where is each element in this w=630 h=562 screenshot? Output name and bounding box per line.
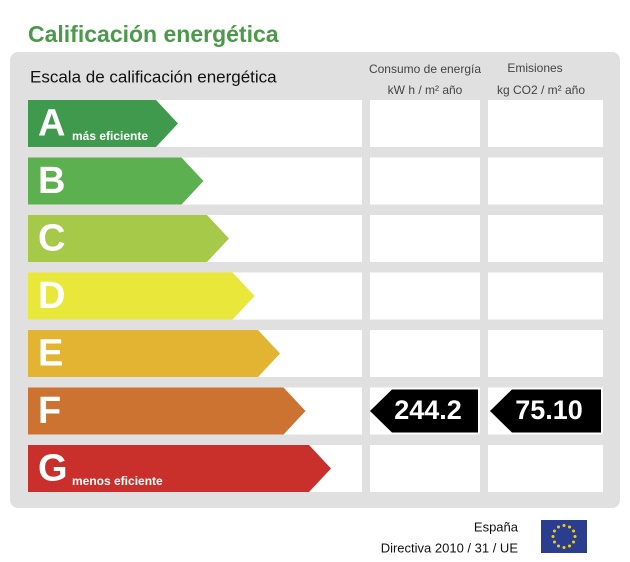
star xyxy=(551,535,555,538)
cell xyxy=(370,445,480,492)
title: Calificación energética xyxy=(28,21,279,47)
cell xyxy=(370,215,480,262)
star xyxy=(557,525,560,529)
value-pointer xyxy=(370,389,478,433)
cell xyxy=(488,445,603,492)
cell xyxy=(370,330,480,377)
scale-header: Escala de calificación energética xyxy=(30,67,277,86)
rating-note: menos eficiente xyxy=(72,474,163,488)
directive: Directiva 2010 / 31 / UE xyxy=(381,540,519,555)
cell xyxy=(488,330,603,377)
column-unit: kW h / m² año xyxy=(388,83,463,97)
star xyxy=(562,524,566,527)
star xyxy=(568,544,571,548)
rating-letter: D xyxy=(38,275,65,317)
star xyxy=(572,540,576,544)
cell xyxy=(370,100,480,147)
star xyxy=(562,546,566,549)
rating-arrow xyxy=(28,445,331,492)
star xyxy=(557,544,560,548)
eu-stars xyxy=(551,524,577,549)
cell xyxy=(488,272,603,320)
cell xyxy=(488,100,603,147)
column-header: Emisiones xyxy=(507,61,562,75)
cell xyxy=(370,157,480,205)
star xyxy=(573,535,577,538)
rating-letter: B xyxy=(38,160,65,202)
star xyxy=(552,540,556,544)
cell xyxy=(488,215,603,262)
rating-letter: F xyxy=(38,390,61,432)
column-header: Consumo de energía xyxy=(369,62,481,76)
rating-letter: C xyxy=(38,218,65,260)
rating-arrow xyxy=(28,272,255,320)
rating-arrow xyxy=(28,157,204,205)
star xyxy=(568,525,571,529)
value-text: 75.10 xyxy=(515,395,583,425)
rating-arrow xyxy=(28,330,280,377)
star xyxy=(552,529,556,533)
star xyxy=(572,529,576,533)
country: España xyxy=(474,519,519,534)
rating-letter: G xyxy=(38,448,68,490)
value-text: 244.2 xyxy=(394,395,462,425)
cell xyxy=(488,157,603,205)
column-unit: kg CO2 / m² año xyxy=(497,83,585,97)
value-pointer xyxy=(490,389,601,433)
rating-arrow xyxy=(28,100,178,147)
rating-letter: E xyxy=(38,333,63,375)
cell xyxy=(370,272,480,320)
rating-letter: A xyxy=(38,103,65,145)
rating-arrow xyxy=(28,215,229,262)
rating-arrow xyxy=(28,387,306,435)
rating-note: más eficiente xyxy=(72,129,148,143)
